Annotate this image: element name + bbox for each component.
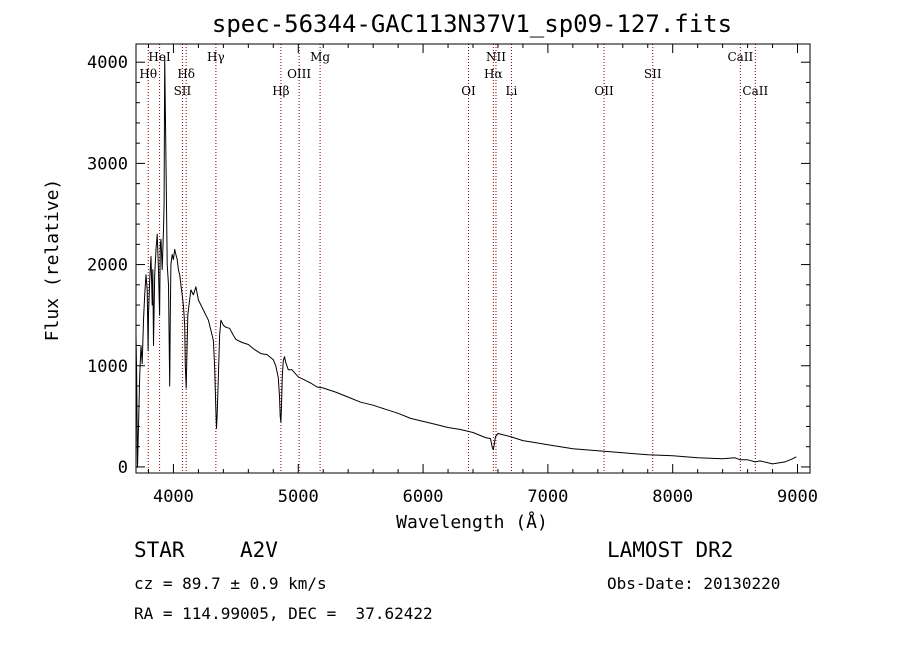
spectral-line-label: Li	[506, 84, 518, 98]
x-tick-label: 5000	[278, 487, 319, 507]
x-tick-label: 7000	[527, 487, 568, 507]
spectral-line-label: HeI	[148, 50, 171, 64]
spectral-line-label: OI	[461, 84, 476, 98]
plot-frame	[135, 43, 811, 474]
spectral-line-label: Hθ	[139, 67, 157, 81]
spectral-line-label: CaII	[742, 84, 768, 98]
x-axis-label: Wavelength (Å)	[396, 511, 548, 533]
y-tick-label: 0	[118, 458, 128, 478]
spectral-line-label: SII	[174, 84, 192, 98]
spectral-line-label: Hα	[484, 67, 503, 81]
x-tick-label: 4000	[153, 487, 194, 507]
object-class: STAR	[134, 538, 185, 562]
sky-coordinates: RA = 114.99005, DEC = 37.62422	[134, 604, 433, 623]
spectral-line-label: Mg	[310, 50, 330, 64]
object-subclass: A2V	[240, 538, 278, 562]
spectral-line-label: Hβ	[272, 84, 289, 98]
observation-date: Obs-Date: 20130220	[607, 574, 781, 593]
y-tick-label: 3000	[87, 154, 128, 174]
spectral-line-label: CaII	[727, 50, 753, 64]
y-tick-label: 4000	[87, 53, 128, 73]
redshift-value: cz = 89.7 ± 0.9 km/s	[134, 574, 327, 593]
chart-title: spec-56344-GAC113N37V1_sp09-127.fits	[212, 10, 732, 38]
spectrum-series	[135, 56, 797, 468]
spectral-line-label: Hγ	[207, 50, 225, 64]
y-tick-label: 1000	[87, 357, 128, 377]
x-tick-label: 8000	[652, 487, 693, 507]
x-tick-label: 9000	[777, 487, 818, 507]
spectrum-line	[135, 56, 797, 468]
spectral-line-label: OIII	[287, 67, 311, 81]
spectral-line-label: SII	[644, 67, 662, 81]
y-tick-label: 2000	[87, 256, 128, 276]
survey-name: LAMOST DR2	[607, 538, 734, 562]
spectral-line-label: OII	[594, 84, 614, 98]
x-tick-label: 6000	[403, 487, 444, 507]
y-axis-label: Flux (relative)	[42, 179, 63, 342]
spectral-line-label: Hδ	[177, 67, 195, 81]
axis-ticks: 4000 5000 6000 7000 8000 9000 0 1000 2000 3000 400…	[87, 44, 818, 507]
spectral-line-label: NII	[486, 50, 506, 64]
